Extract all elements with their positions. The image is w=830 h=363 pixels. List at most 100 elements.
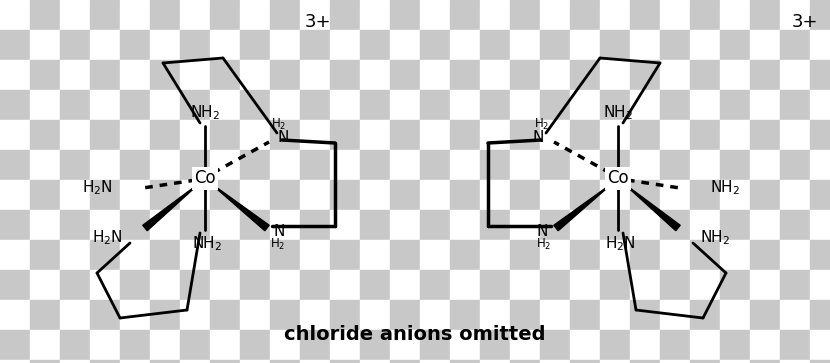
Bar xyxy=(420,150,450,180)
Bar xyxy=(180,90,210,120)
Text: NH$_2$: NH$_2$ xyxy=(192,234,222,253)
Bar xyxy=(60,270,90,300)
Bar xyxy=(390,330,420,360)
Bar xyxy=(150,150,180,180)
Bar xyxy=(480,30,510,60)
Bar xyxy=(720,240,750,270)
Bar xyxy=(570,60,600,90)
Bar xyxy=(60,360,90,363)
Bar xyxy=(150,60,180,90)
Bar xyxy=(720,30,750,60)
Bar xyxy=(750,240,780,270)
Bar xyxy=(480,240,510,270)
Bar xyxy=(450,60,480,90)
Bar xyxy=(330,120,360,150)
Bar xyxy=(810,270,830,300)
Bar xyxy=(690,240,720,270)
Bar xyxy=(210,360,240,363)
Bar xyxy=(630,270,660,300)
Bar xyxy=(270,60,300,90)
Bar xyxy=(450,0,480,30)
Bar xyxy=(0,120,30,150)
Bar xyxy=(300,180,330,210)
Bar xyxy=(240,150,270,180)
Bar xyxy=(480,300,510,330)
Bar xyxy=(270,0,300,30)
Bar xyxy=(510,300,540,330)
Text: NH$_2$: NH$_2$ xyxy=(603,104,633,122)
Bar xyxy=(150,120,180,150)
Bar xyxy=(720,330,750,360)
Bar xyxy=(210,60,240,90)
Bar xyxy=(780,270,810,300)
Bar xyxy=(480,360,510,363)
Bar xyxy=(660,30,690,60)
Bar xyxy=(420,120,450,150)
Bar xyxy=(420,180,450,210)
Bar xyxy=(300,300,330,330)
Bar xyxy=(540,30,570,60)
Bar xyxy=(720,60,750,90)
Bar xyxy=(750,120,780,150)
Bar xyxy=(90,360,120,363)
Bar xyxy=(780,330,810,360)
Bar xyxy=(810,360,830,363)
Bar xyxy=(240,30,270,60)
Bar xyxy=(0,300,30,330)
Bar xyxy=(810,90,830,120)
Bar xyxy=(420,240,450,270)
Bar xyxy=(660,360,690,363)
Bar xyxy=(420,330,450,360)
Bar xyxy=(240,60,270,90)
Bar xyxy=(510,270,540,300)
Text: H$_2$N: H$_2$N xyxy=(604,234,636,253)
Bar xyxy=(270,150,300,180)
Bar xyxy=(750,330,780,360)
Bar xyxy=(390,60,420,90)
Bar xyxy=(660,270,690,300)
Bar xyxy=(30,150,60,180)
Bar xyxy=(750,60,780,90)
Bar xyxy=(690,0,720,30)
Bar xyxy=(390,30,420,60)
Text: NH$_2$: NH$_2$ xyxy=(700,229,730,247)
Bar xyxy=(180,0,210,30)
Bar xyxy=(30,0,60,30)
Bar xyxy=(0,210,30,240)
Bar xyxy=(120,300,150,330)
Bar xyxy=(480,60,510,90)
Bar xyxy=(240,90,270,120)
Bar xyxy=(360,150,390,180)
Bar xyxy=(30,210,60,240)
Bar xyxy=(630,180,660,210)
Bar xyxy=(150,360,180,363)
Bar xyxy=(750,90,780,120)
Bar xyxy=(360,330,390,360)
Polygon shape xyxy=(209,182,269,231)
Text: H$_2$: H$_2$ xyxy=(535,236,551,252)
Text: chloride anions omitted: chloride anions omitted xyxy=(284,326,546,344)
Bar xyxy=(150,30,180,60)
Bar xyxy=(690,60,720,90)
Bar xyxy=(240,120,270,150)
Bar xyxy=(570,300,600,330)
Bar xyxy=(570,0,600,30)
Bar xyxy=(330,240,360,270)
Bar xyxy=(270,240,300,270)
Text: Co: Co xyxy=(194,169,216,187)
Bar xyxy=(90,150,120,180)
Bar xyxy=(750,150,780,180)
Bar xyxy=(120,120,150,150)
Bar xyxy=(420,360,450,363)
Bar xyxy=(330,60,360,90)
Bar xyxy=(120,90,150,120)
Bar xyxy=(660,150,690,180)
Bar xyxy=(360,0,390,30)
Bar xyxy=(150,90,180,120)
Bar xyxy=(0,180,30,210)
Bar xyxy=(270,30,300,60)
Bar xyxy=(300,240,330,270)
Bar xyxy=(30,300,60,330)
Bar xyxy=(510,210,540,240)
Bar xyxy=(60,210,90,240)
